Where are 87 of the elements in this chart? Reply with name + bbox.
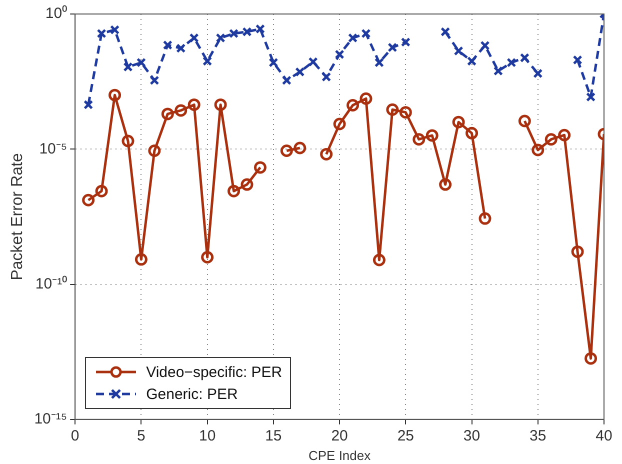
x-axis-title: CPE Index [308, 448, 372, 463]
point [216, 33, 226, 43]
point [228, 28, 239, 38]
point [454, 46, 464, 56]
x-tick-label: 10 [198, 428, 216, 445]
point [386, 103, 399, 116]
x-tick-label: 35 [530, 428, 546, 445]
point [95, 184, 108, 198]
point [82, 194, 95, 206]
point [202, 56, 212, 66]
point [148, 144, 161, 158]
point [361, 28, 371, 38]
point [532, 144, 544, 156]
point [572, 55, 582, 65]
point [161, 108, 174, 120]
point [388, 42, 398, 52]
y-axis-title: Packet Error Rate [9, 153, 26, 280]
point [108, 88, 122, 102]
point [188, 98, 200, 111]
x-tick-label: 15 [265, 428, 282, 445]
x-tick-label: 40 [596, 428, 612, 445]
point [322, 72, 332, 82]
point [189, 33, 199, 43]
x-tick-label: 25 [397, 428, 414, 445]
point [295, 67, 305, 77]
y-tick-label: 10⁰ [45, 5, 68, 22]
point [242, 26, 252, 37]
point [240, 178, 254, 191]
y-tick-label: 10⁻¹⁵ [34, 410, 68, 428]
point [452, 116, 465, 128]
point [162, 40, 172, 50]
point [520, 52, 530, 63]
legend-label: Video−specific: PER [146, 364, 282, 381]
x-tick-label: 5 [137, 428, 146, 445]
point [346, 99, 360, 112]
y-tick-label: 10⁻⁵ [39, 140, 68, 158]
point [84, 100, 94, 110]
point [518, 114, 531, 128]
point [201, 250, 214, 264]
point [533, 68, 543, 78]
point [255, 24, 265, 34]
point [466, 56, 477, 66]
point [282, 76, 292, 86]
point [268, 58, 278, 68]
point [320, 148, 333, 160]
point [334, 50, 344, 60]
x-tick-label: 0 [70, 428, 80, 445]
point [584, 352, 598, 365]
point [123, 62, 133, 72]
point [399, 106, 412, 119]
legend-label: Generic: PER [146, 386, 238, 403]
point [214, 98, 227, 111]
point [374, 58, 384, 68]
x-tick-label: 30 [463, 428, 480, 445]
point [544, 133, 558, 146]
y-tick-label: 10⁻¹⁰ [35, 275, 68, 292]
point [228, 184, 240, 198]
point [571, 245, 584, 258]
x-tick-label: 20 [331, 428, 348, 445]
point [440, 26, 450, 37]
point [506, 58, 516, 68]
point [400, 37, 410, 47]
point [134, 253, 148, 266]
point [110, 25, 120, 35]
point [466, 126, 478, 140]
point [412, 133, 426, 146]
point [333, 118, 346, 130]
point [174, 104, 188, 117]
point [122, 134, 134, 148]
point [176, 43, 186, 54]
point [558, 128, 571, 142]
point [478, 212, 492, 225]
point [426, 129, 438, 142]
point [586, 92, 596, 102]
point [294, 142, 306, 154]
point [439, 178, 452, 191]
point [308, 57, 318, 67]
point [136, 58, 146, 68]
point [372, 254, 386, 266]
point [480, 40, 490, 50]
point [493, 66, 504, 76]
point [360, 92, 372, 105]
point [280, 144, 293, 158]
point [150, 76, 160, 86]
point [254, 161, 266, 174]
point [96, 28, 106, 38]
point [348, 33, 358, 43]
